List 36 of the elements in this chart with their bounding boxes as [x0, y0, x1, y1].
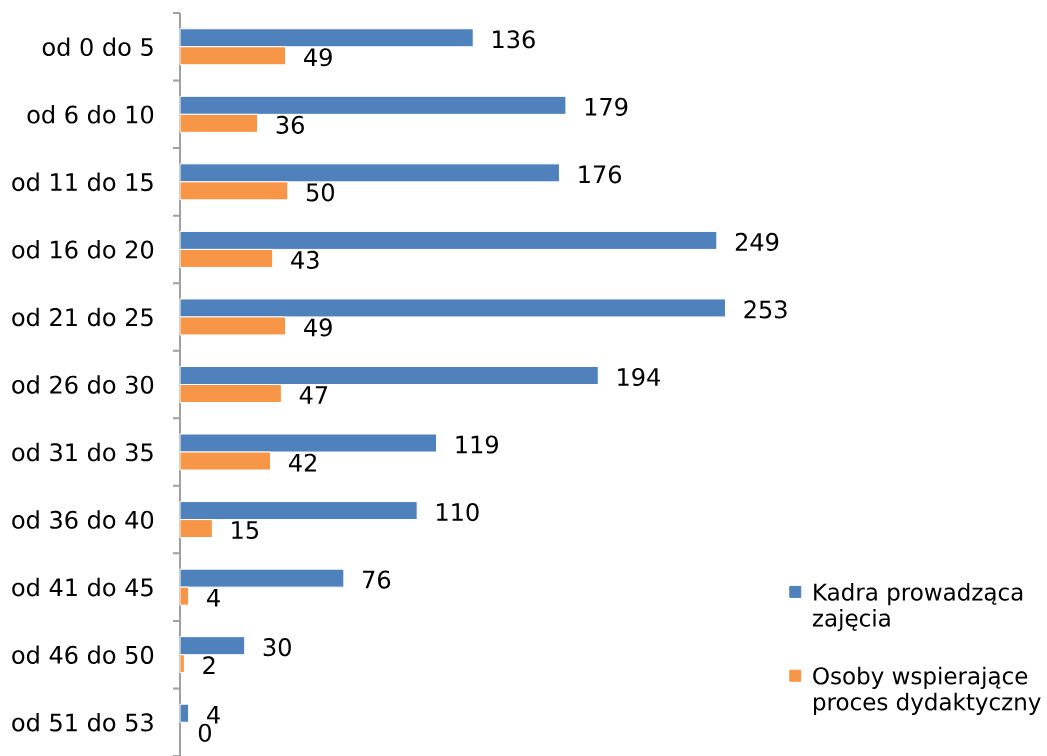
bar	[179, 703, 190, 723]
data-label: 2	[203, 656, 215, 675]
y-tick-label: od 46 do 50	[12, 645, 154, 664]
y-tick-label: od 26 do 30	[12, 375, 154, 394]
data-label: 194	[618, 367, 660, 387]
data-label: 15	[232, 521, 259, 539]
data-label: 0	[198, 723, 211, 742]
y-tick-label: od 21 do 25	[12, 307, 153, 327]
data-label: 49	[304, 48, 332, 67]
data-label: 179	[585, 97, 628, 116]
data-label: 119	[456, 435, 498, 454]
y-tick-label: od 51 do 53	[12, 712, 153, 732]
data-label: 4	[207, 588, 220, 607]
data-label: 36	[276, 115, 304, 134]
data-label: 110	[437, 503, 479, 522]
data-label: 176	[579, 165, 621, 184]
legend-label: Kadra prowadząca zajęcia	[812, 582, 1023, 632]
data-label: 253	[744, 300, 787, 319]
data-label: 43	[291, 250, 319, 269]
data-label: 50	[306, 183, 335, 202]
data-label: 49	[304, 318, 332, 337]
y-tick-label: od 31 do 35	[12, 442, 153, 462]
data-label: 76	[363, 570, 391, 589]
y-tick-label: od 11 do 15	[12, 172, 153, 192]
data-label: 249	[735, 232, 779, 251]
data-label: 42	[288, 453, 316, 472]
legend-label: Osoby wspierające proces dydaktyczny	[813, 666, 1041, 715]
data-label: 47	[299, 386, 328, 404]
y-tick-label: od 6 do 10	[27, 105, 154, 124]
y-tick-label: od 41 do 45	[12, 577, 153, 597]
data-label: 4	[207, 705, 220, 724]
y-tick-label: od 16 do 20	[12, 240, 154, 259]
y-tick-label: od 36 do 40	[12, 510, 154, 529]
data-label: 30	[263, 638, 291, 657]
y-tick-label: od 0 do 5	[42, 37, 153, 57]
data-label: 136	[493, 30, 535, 49]
